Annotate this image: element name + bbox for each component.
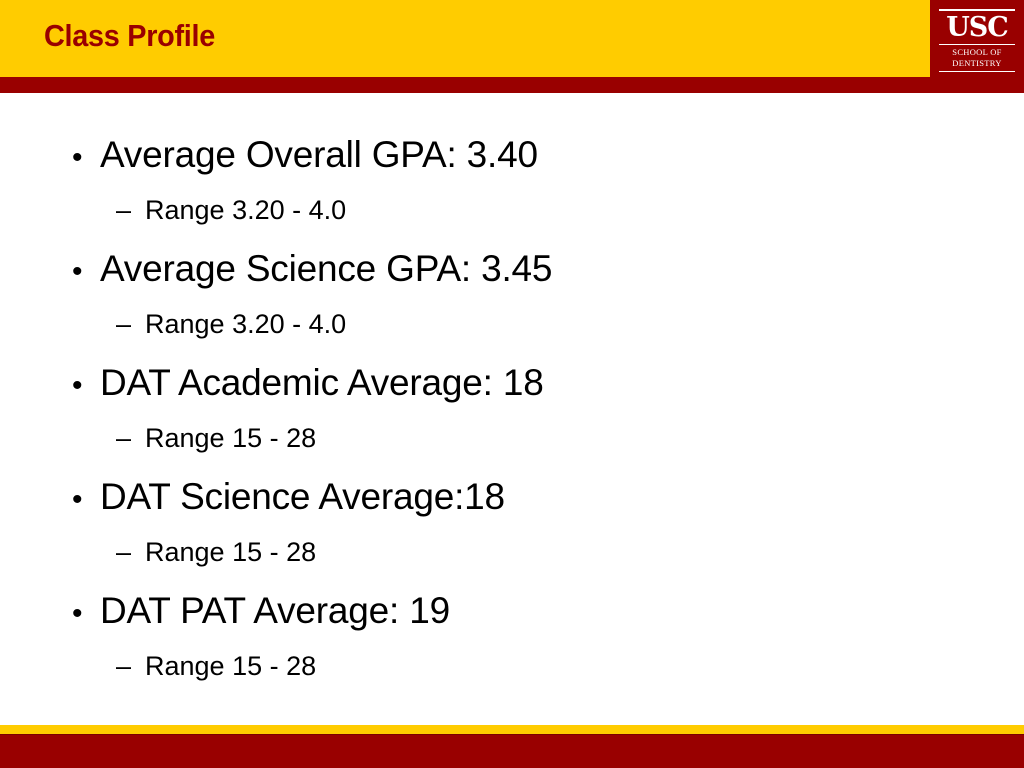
- footer-gold-stripe: [0, 725, 1024, 734]
- logo-bottom-rule: [939, 71, 1015, 72]
- bullet-glyph: •: [72, 369, 83, 402]
- bullet-text: DAT Academic Average: 18: [100, 362, 544, 403]
- logo-line-2: DENTISTRY: [952, 58, 1002, 68]
- sub-item: – Range 15 - 28: [116, 537, 316, 568]
- slide-title: Class Profile: [44, 18, 216, 53]
- list-item: • DAT Science Average:18: [72, 476, 505, 518]
- footer-inner-line: [0, 734, 1024, 735]
- bullet-glyph: •: [72, 597, 83, 630]
- sub-item: – Range 3.20 - 4.0: [116, 195, 346, 226]
- sub-text: Range 15 - 28: [145, 651, 317, 681]
- sub-text: Range 3.20 - 4.0: [145, 195, 347, 225]
- header-band: [0, 0, 1024, 77]
- bullet-glyph: •: [72, 483, 83, 516]
- bullet-glyph: •: [72, 141, 83, 174]
- bullet-text: DAT PAT Average: 19: [100, 590, 450, 631]
- header-stripe: [0, 77, 1024, 93]
- sub-text: Range 3.20 - 4.0: [145, 309, 347, 339]
- logo-mid-rule: [939, 44, 1015, 45]
- sub-item: – Range 15 - 28: [116, 423, 316, 454]
- list-item: • Average Science GPA: 3.45: [72, 248, 553, 290]
- logo-line-1: SCHOOL OF: [952, 47, 1002, 57]
- usc-dentistry-logo: USC SCHOOL OF DENTISTRY: [930, 0, 1024, 93]
- sub-item: – Range 15 - 28: [116, 651, 316, 682]
- footer-band: [0, 734, 1024, 768]
- bullet-text: Average Overall GPA: 3.40: [100, 134, 538, 175]
- logo-top-rule: [939, 9, 1015, 11]
- sub-text: Range 15 - 28: [145, 423, 317, 453]
- sub-item: – Range 3.20 - 4.0: [116, 309, 346, 340]
- dash-glyph: –: [116, 309, 132, 339]
- list-item: • Average Overall GPA: 3.40: [72, 134, 538, 176]
- dash-glyph: –: [116, 651, 132, 681]
- dash-glyph: –: [116, 195, 132, 225]
- bullet-glyph: •: [72, 255, 83, 288]
- dash-glyph: –: [116, 537, 132, 567]
- dash-glyph: –: [116, 423, 132, 453]
- logo-mark: USC: [946, 12, 1009, 43]
- bullet-text: Average Science GPA: 3.45: [100, 248, 553, 289]
- sub-text: Range 15 - 28: [145, 537, 317, 567]
- list-item: • DAT Academic Average: 18: [72, 362, 544, 404]
- bullet-text: DAT Science Average:18: [100, 476, 505, 517]
- list-item: • DAT PAT Average: 19: [72, 590, 450, 632]
